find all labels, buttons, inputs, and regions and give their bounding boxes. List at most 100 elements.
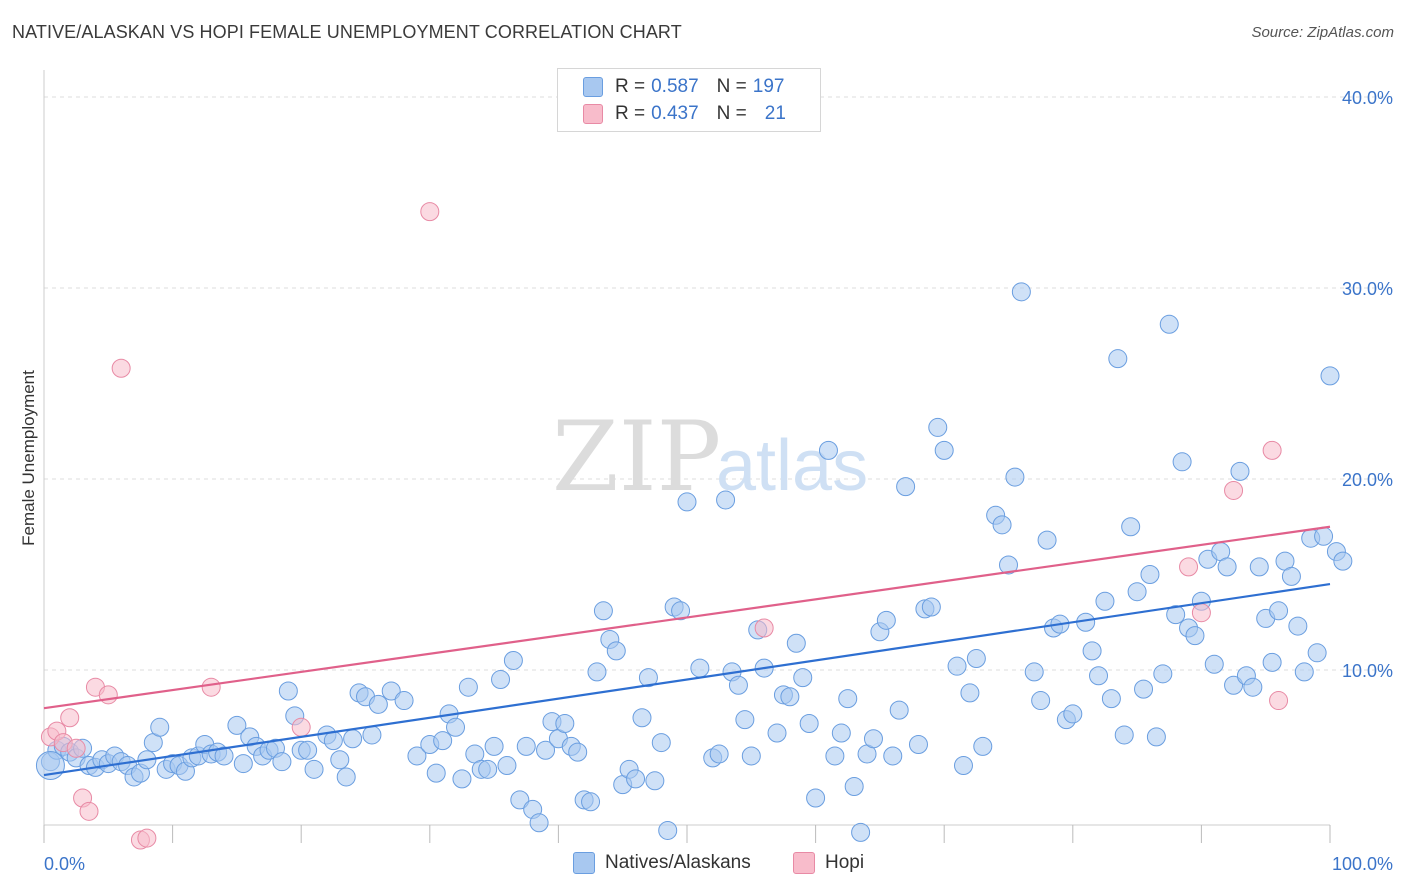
legend-label-natives: Natives/Alaskans <box>605 852 751 873</box>
data-point-natives <box>651 733 671 753</box>
legend-swatch-natives <box>583 77 603 97</box>
legend-r-label: R = <box>615 76 646 97</box>
data-point-natives <box>851 822 871 842</box>
legend-item-natives[interactable]: Natives/Alaskans <box>573 852 751 874</box>
series-legend: Natives/Alaskans Hopi <box>0 852 1406 878</box>
data-point-natives <box>716 490 736 510</box>
data-point-natives <box>908 734 928 754</box>
data-point-natives <box>497 756 517 775</box>
data-point-natives <box>645 771 665 791</box>
data-point-hopi <box>1262 440 1282 460</box>
legend-label-hopi: Hopi <box>825 852 865 873</box>
data-point-natives <box>503 650 523 670</box>
data-point-hopi <box>66 738 86 758</box>
data-point-natives <box>304 759 324 779</box>
data-point-natives <box>510 790 530 810</box>
data-point-natives <box>458 677 478 697</box>
data-point-natives <box>555 713 575 733</box>
data-point-natives <box>806 788 826 808</box>
data-point-natives <box>626 769 646 789</box>
data-point-natives <box>793 668 813 688</box>
data-point-natives <box>825 746 845 766</box>
data-point-natives <box>150 717 170 737</box>
y-tick-label: 20.0% <box>1342 470 1393 490</box>
source-label: Source: ZipAtlas.com <box>1251 24 1394 41</box>
y-axis-label: Female Unemployment <box>19 370 38 546</box>
data-point-hopi <box>1179 557 1199 577</box>
data-point-natives <box>960 683 980 703</box>
legend-item-hopi[interactable]: Hopi <box>793 852 864 874</box>
y-tick-label: 40.0% <box>1342 88 1393 108</box>
data-point-natives <box>973 736 993 756</box>
data-point-natives <box>1204 654 1224 674</box>
data-point-natives <box>214 746 234 766</box>
data-point-natives <box>227 715 247 735</box>
data-point-natives <box>831 723 851 743</box>
data-point-natives <box>1172 452 1192 472</box>
data-point-natives <box>343 729 363 749</box>
data-point-natives <box>735 710 755 730</box>
data-point-hopi <box>60 708 80 728</box>
data-point-natives <box>381 681 401 701</box>
data-point-natives <box>433 731 453 751</box>
legend-n-value: 197 <box>752 76 785 97</box>
data-point-natives <box>323 731 343 751</box>
data-point-natives <box>1127 582 1147 602</box>
data-point-natives <box>1108 349 1128 369</box>
data-point-natives <box>999 555 1018 575</box>
data-point-natives <box>1159 314 1179 334</box>
data-point-natives <box>928 417 948 437</box>
legend-r-label: R = <box>615 103 646 124</box>
data-point-natives <box>581 792 601 812</box>
data-point-natives <box>484 736 504 756</box>
y-tick-label: 10.0% <box>1342 661 1393 681</box>
data-point-hopi <box>291 717 311 737</box>
data-point-natives <box>1185 626 1205 646</box>
data-point-natives <box>1288 616 1308 636</box>
data-point-natives <box>446 717 466 737</box>
data-point-natives <box>568 742 588 762</box>
watermark: ZIP atlas <box>552 401 868 513</box>
data-point-natives <box>1037 530 1057 550</box>
data-point-natives <box>1243 677 1263 697</box>
legend-swatch-hopi <box>583 104 603 124</box>
data-point-natives <box>876 610 896 630</box>
data-point-natives <box>1320 366 1340 386</box>
data-point-natives <box>921 597 941 617</box>
data-point-hopi <box>1191 603 1211 623</box>
trend-line-hopi <box>43 525 1331 710</box>
data-point-natives <box>516 736 536 756</box>
watermark-zip: ZIP <box>552 401 721 513</box>
data-point-hopi <box>79 801 99 821</box>
data-point-natives <box>838 689 858 709</box>
data-point-hopi <box>754 618 774 638</box>
data-point-natives <box>741 746 761 766</box>
data-point-hopi <box>420 202 440 222</box>
legend-row-hopi: R = 0.437 N = 21 <box>583 102 786 126</box>
chart-title: NATIVE/ALASKAN VS HOPI FEMALE UNEMPLOYME… <box>12 22 682 42</box>
data-point-natives <box>671 601 691 621</box>
trend-line-natives <box>43 582 1331 777</box>
data-point-natives <box>953 756 973 775</box>
data-point-natives <box>1281 566 1301 586</box>
data-point-natives <box>1307 643 1327 663</box>
data-point-natives <box>1134 679 1154 699</box>
data-point-natives <box>728 675 748 695</box>
data-point-natives <box>426 763 446 783</box>
data-point-natives <box>677 492 697 512</box>
data-point-natives <box>368 694 388 714</box>
data-point-natives <box>1249 557 1269 577</box>
data-point-natives <box>1294 662 1314 682</box>
data-point-hopi <box>201 677 221 697</box>
data-point-natives <box>1024 662 1044 682</box>
data-point-natives <box>606 641 626 661</box>
data-point-natives <box>298 740 318 760</box>
data-point-natives <box>1146 727 1166 747</box>
legend-swatch-hopi <box>793 852 815 874</box>
data-point-natives <box>966 649 986 669</box>
legend-r-value: 0.437 <box>651 103 699 124</box>
data-point-natives <box>1101 689 1121 709</box>
data-point-natives <box>896 477 916 497</box>
data-point-hopi <box>1224 480 1244 500</box>
